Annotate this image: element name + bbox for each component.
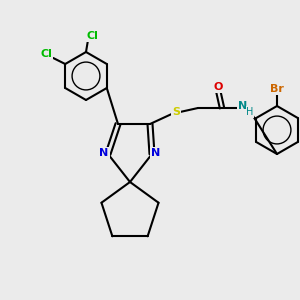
Text: O: O [213,82,223,92]
Text: S: S [172,107,180,117]
Text: N: N [152,148,160,158]
Text: N: N [238,101,247,111]
Text: H: H [246,107,254,117]
Text: Cl: Cl [86,31,98,41]
Text: N: N [99,148,109,158]
Text: Br: Br [270,84,284,94]
Text: Cl: Cl [40,49,52,59]
